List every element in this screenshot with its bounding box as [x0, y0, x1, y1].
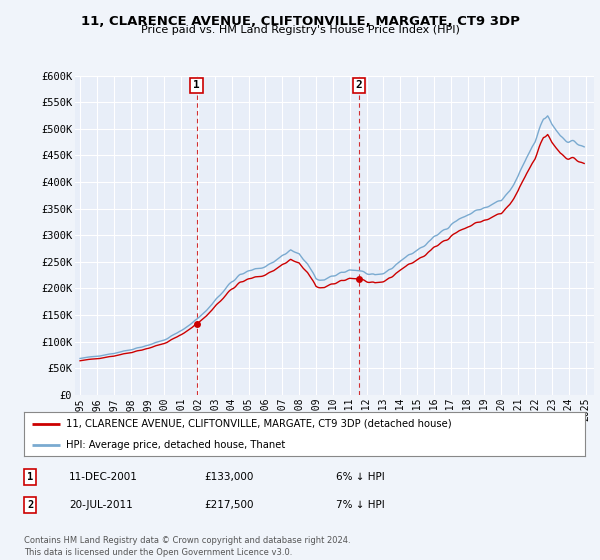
Text: Contains HM Land Registry data © Crown copyright and database right 2024.: Contains HM Land Registry data © Crown c…: [24, 536, 350, 545]
Text: This data is licensed under the Open Government Licence v3.0.: This data is licensed under the Open Gov…: [24, 548, 292, 557]
Text: £133,000: £133,000: [204, 472, 253, 482]
Text: 11, CLARENCE AVENUE, CLIFTONVILLE, MARGATE, CT9 3DP: 11, CLARENCE AVENUE, CLIFTONVILLE, MARGA…: [80, 15, 520, 27]
Text: 6% ↓ HPI: 6% ↓ HPI: [336, 472, 385, 482]
Text: 2: 2: [355, 81, 362, 90]
Text: 1: 1: [193, 81, 200, 90]
Text: 20-JUL-2011: 20-JUL-2011: [69, 500, 133, 510]
Text: 7% ↓ HPI: 7% ↓ HPI: [336, 500, 385, 510]
Text: £217,500: £217,500: [204, 500, 254, 510]
Text: HPI: Average price, detached house, Thanet: HPI: Average price, detached house, Than…: [66, 440, 286, 450]
Text: 11, CLARENCE AVENUE, CLIFTONVILLE, MARGATE, CT9 3DP (detached house): 11, CLARENCE AVENUE, CLIFTONVILLE, MARGA…: [66, 419, 452, 429]
Text: 2: 2: [27, 500, 33, 510]
Text: 11-DEC-2001: 11-DEC-2001: [69, 472, 138, 482]
Text: Price paid vs. HM Land Registry's House Price Index (HPI): Price paid vs. HM Land Registry's House …: [140, 25, 460, 35]
Text: 1: 1: [27, 472, 33, 482]
